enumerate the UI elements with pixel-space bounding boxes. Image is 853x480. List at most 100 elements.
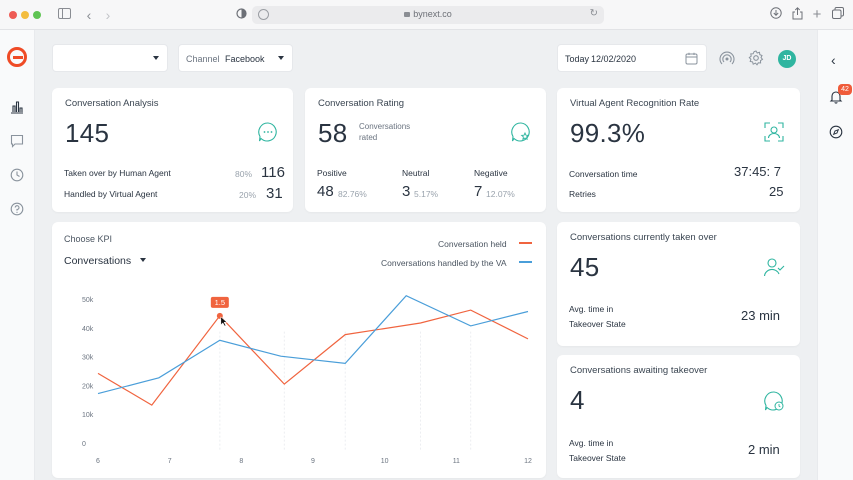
legend-label: Conversation held bbox=[438, 239, 507, 249]
tooltip-value: 1.5 bbox=[215, 298, 225, 307]
negative-value: 7 bbox=[474, 183, 483, 200]
card-title: Conversation Rating bbox=[318, 98, 405, 109]
date-picker-label: Today bbox=[565, 54, 590, 64]
taken-over-percent: 80% bbox=[235, 169, 253, 179]
kpi-chart-card: Choose KPI Conversations Conversation he… bbox=[52, 222, 546, 478]
positive-label: Positive bbox=[317, 168, 347, 178]
x-tick-label: 8 bbox=[239, 458, 243, 465]
chat-bubble-icon bbox=[258, 122, 277, 142]
back-icon[interactable]: ‹ bbox=[86, 7, 92, 23]
forward-icon[interactable]: › bbox=[105, 7, 111, 23]
broadcast-icon[interactable] bbox=[719, 50, 735, 66]
right-rail: ‹ 42 bbox=[817, 30, 853, 480]
chat-clock-icon bbox=[764, 391, 784, 411]
taken-over-label: Taken over by Human Agent bbox=[64, 168, 171, 178]
privacy-shield-icon[interactable] bbox=[233, 7, 249, 23]
legend-conversations-va[interactable]: Conversations handled by the VA bbox=[381, 253, 532, 271]
series-line-conversations-handled-by-the-va[interactable] bbox=[97, 294, 529, 395]
conversation-analysis-card: Conversation Analysis 145 Taken over by … bbox=[52, 88, 293, 212]
recognition-rate-card: Virtual Agent Recognition Rate 99.3% Con… bbox=[557, 88, 800, 212]
kpi-select-value: Conversations bbox=[64, 255, 132, 267]
x-tick-label: 9 bbox=[311, 458, 315, 465]
brand-logo[interactable] bbox=[7, 47, 27, 67]
channel-select[interactable]: Channel Facebook bbox=[178, 44, 293, 72]
download-icon[interactable] bbox=[768, 7, 784, 23]
y-tick-label: 30k bbox=[82, 355, 94, 362]
retries-label: Retries bbox=[569, 189, 596, 199]
rated-total: 58 bbox=[318, 118, 348, 148]
handled-by-va-percent: 20% bbox=[239, 190, 257, 200]
x-tick-label: 12 bbox=[524, 458, 532, 465]
url-label: bynext.co bbox=[413, 9, 452, 19]
neutral-label: Neutral bbox=[402, 168, 430, 178]
y-tick-label: 0 bbox=[82, 441, 86, 448]
rated-caption-line1: Conversations bbox=[359, 122, 411, 131]
date-picker[interactable]: Today 12/02/2020 bbox=[557, 44, 707, 72]
collapse-chevron-icon[interactable]: ‹ bbox=[831, 52, 836, 68]
retries-value: 25 bbox=[769, 184, 784, 199]
face-scan-icon bbox=[764, 122, 784, 142]
x-tick-label: 6 bbox=[96, 458, 100, 465]
awaiting-count: 4 bbox=[570, 385, 585, 415]
kpi-line-chart: 50k 40k 30k 20k 10k 0 6 7 8 9 10 11 12 1.5 bbox=[82, 294, 532, 465]
chevron-down-icon bbox=[139, 257, 146, 262]
avg-time-label-line1: Avg. time in bbox=[569, 304, 614, 314]
maximize-window-button[interactable] bbox=[33, 11, 41, 19]
handled-by-va-label: Handled by Virtual Agent bbox=[64, 189, 158, 199]
new-tab-icon[interactable]: + bbox=[812, 6, 822, 23]
left-sidebar bbox=[0, 30, 35, 480]
choose-kpi-label: Choose KPI bbox=[64, 234, 113, 244]
neutral-value: 3 bbox=[402, 183, 411, 200]
chevron-down-icon bbox=[153, 56, 159, 60]
analytics-icon[interactable] bbox=[10, 100, 24, 114]
series-line-conversation-held[interactable] bbox=[97, 309, 529, 406]
reload-icon[interactable]: ↻ bbox=[589, 8, 598, 19]
card-title: Virtual Agent Recognition Rate bbox=[570, 98, 700, 109]
gear-icon[interactable] bbox=[748, 50, 764, 66]
channel-select-label: Channel bbox=[186, 54, 220, 64]
user-check-icon bbox=[763, 258, 785, 277]
sidebar-toggle-icon[interactable] bbox=[56, 7, 72, 23]
site-settings-icon[interactable] bbox=[258, 9, 269, 20]
avg-time-label-line2: Takeover State bbox=[569, 319, 626, 329]
tab-overview-icon[interactable] bbox=[830, 7, 846, 23]
y-tick-label: 40k bbox=[82, 326, 94, 333]
workspace-select[interactable] bbox=[52, 44, 168, 72]
chevron-down-icon bbox=[278, 56, 284, 60]
neutral-percent: 5.17% bbox=[414, 189, 439, 199]
negative-label: Negative bbox=[474, 168, 508, 178]
x-tick-label: 11 bbox=[453, 458, 460, 465]
x-tick-label: 10 bbox=[381, 458, 389, 465]
messages-icon[interactable] bbox=[10, 134, 24, 148]
history-clock-icon[interactable] bbox=[10, 168, 24, 182]
card-title: Conversation Analysis bbox=[65, 98, 159, 109]
recognition-rate-value: 99.3% bbox=[570, 118, 646, 148]
compass-icon[interactable] bbox=[829, 125, 843, 139]
url-text: bynext.co bbox=[252, 9, 604, 19]
y-tick-label: 20k bbox=[82, 383, 94, 390]
negative-percent: 12.07% bbox=[486, 189, 515, 199]
close-window-button[interactable] bbox=[9, 11, 17, 19]
taken-over-value: 116 bbox=[261, 164, 285, 181]
avg-time-label-line2: Takeover State bbox=[569, 453, 626, 463]
positive-percent: 82.76% bbox=[338, 189, 367, 199]
conversation-rating-card: Conversation Rating 58 Conversations rat… bbox=[305, 88, 546, 212]
lock-icon bbox=[404, 12, 411, 17]
kpi-select[interactable]: Conversations bbox=[64, 251, 146, 269]
conversation-total: 145 bbox=[65, 118, 110, 148]
x-tick-label: 7 bbox=[168, 458, 172, 465]
chat-star-icon bbox=[511, 122, 530, 142]
address-bar[interactable]: bynext.co ↻ bbox=[252, 6, 604, 24]
handled-by-va-value: 31 bbox=[266, 185, 283, 202]
help-icon[interactable] bbox=[10, 202, 24, 216]
legend-swatch bbox=[519, 241, 532, 244]
legend-conversation-held[interactable]: Conversation held bbox=[438, 234, 532, 252]
currently-taken-over-card: Conversations currently taken over 45 Av… bbox=[557, 222, 800, 346]
calendar-icon[interactable] bbox=[685, 52, 698, 65]
user-avatar[interactable]: JD bbox=[778, 50, 796, 68]
positive-value: 48 bbox=[317, 183, 334, 200]
mouse-cursor-icon bbox=[220, 316, 228, 327]
share-icon[interactable] bbox=[789, 7, 805, 23]
minimize-window-button[interactable] bbox=[21, 11, 29, 19]
conversation-time-value: 37:45: 7 bbox=[734, 164, 781, 179]
